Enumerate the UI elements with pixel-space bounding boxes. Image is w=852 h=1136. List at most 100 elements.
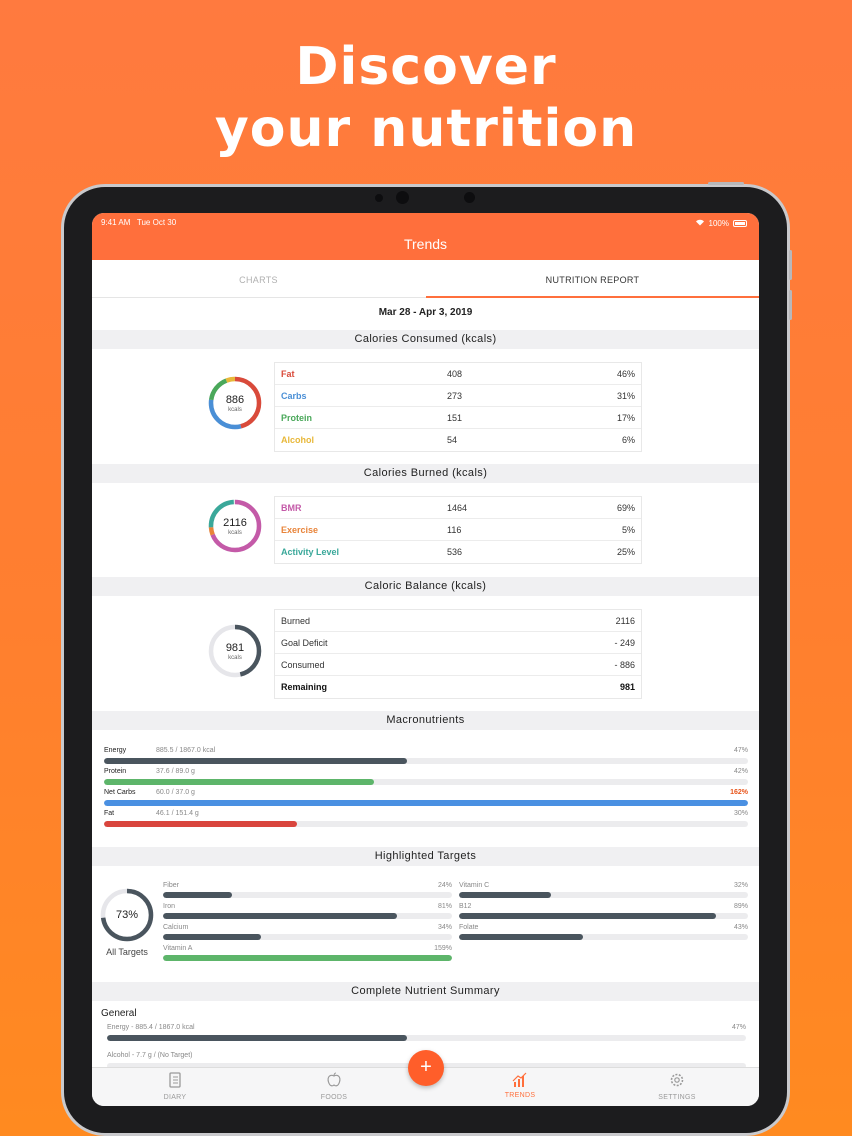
battery-icon	[733, 219, 747, 227]
macro-amount: 37.6 / 89.0 g	[156, 768, 195, 775]
macro-percent: 47%	[733, 747, 748, 754]
target-fill	[459, 892, 552, 898]
target-percent: 43%	[733, 924, 748, 931]
gear-icon	[617, 1072, 737, 1090]
balance-table: Burned 2116 Goal Deficit - 249 Consumed …	[274, 609, 642, 699]
row-label: Burned	[281, 616, 311, 626]
table-row: BMR 1464 69%	[275, 497, 641, 519]
row-kcal: 273	[447, 391, 463, 401]
target-percent: 159%	[434, 945, 452, 952]
ring-segment	[208, 376, 262, 430]
table-row: Remaining 981	[275, 676, 641, 698]
tab-label: DIARY	[163, 1094, 187, 1101]
target-label: Folate	[459, 924, 479, 931]
tab-label: TRENDS	[504, 1092, 536, 1099]
add-button[interactable]: +	[408, 1050, 444, 1086]
table-row: Exercise 116 5%	[275, 519, 641, 541]
row-kcal: 536	[447, 547, 463, 557]
target-track	[459, 913, 748, 919]
target-iron: Iron 81%	[163, 903, 452, 923]
targets-ring-chart	[100, 888, 154, 942]
target-fill	[459, 934, 584, 940]
balance-ring-chart	[208, 624, 262, 678]
row-kcal: 151	[447, 413, 463, 423]
tab-foods[interactable]: FOODS	[274, 1068, 394, 1106]
tab-charts[interactable]: CHARTS	[239, 275, 278, 285]
target-track	[163, 892, 452, 898]
row-kcal: 408	[447, 369, 463, 379]
target-label: Fiber	[163, 882, 179, 889]
promo-headline: Discover your nutrition	[0, 36, 852, 160]
burned-ring: 2116 kcals	[205, 496, 265, 556]
tab-diary[interactable]: DIARY	[115, 1068, 235, 1106]
ring-segment	[208, 376, 262, 430]
balance-unit: kcals	[228, 655, 242, 661]
tab-label: SETTINGS	[658, 1094, 696, 1101]
battery-percent: 100%	[708, 218, 729, 228]
table-row: Alcohol 54 6%	[275, 429, 641, 451]
section-header-macros: Macronutrients	[92, 711, 759, 730]
row-percent: 17%	[616, 413, 635, 423]
tab-settings[interactable]: SETTINGS	[617, 1068, 737, 1106]
tab-trends[interactable]: TRENDS	[460, 1068, 580, 1106]
target-folate: Folate 43%	[459, 924, 748, 944]
macro-fill	[104, 800, 748, 806]
section-header-balance: Caloric Balance (kcals)	[92, 577, 759, 596]
macro-percent: 42%	[733, 768, 748, 775]
summary-percent: 47%	[731, 1024, 746, 1031]
consumed-ring: 886 kcals	[205, 373, 265, 433]
target-percent: 34%	[437, 924, 452, 931]
target-fill	[163, 892, 233, 898]
ring-segment	[208, 624, 262, 678]
macro-label: Fat	[104, 810, 115, 817]
row-value: 981	[619, 682, 635, 692]
target-vitamin-c: Vitamin C 32%	[459, 882, 748, 902]
table-row: Activity Level 536 25%	[275, 541, 641, 563]
row-percent: 5%	[621, 525, 635, 535]
status-time: 9:41 AM	[101, 218, 131, 227]
consumed-table: Fat 408 46% Carbs 273 31% Protein 151 17…	[274, 362, 642, 452]
burned-table: BMR 1464 69% Exercise 116 5% Activity Le…	[274, 496, 642, 564]
balance-ring: 981 kcals	[205, 621, 265, 681]
section-header-summary: Complete Nutrient Summary	[92, 982, 759, 1001]
summary-group-title: General	[101, 1008, 137, 1019]
targets-overall: 73%	[115, 909, 139, 921]
macro-percent: 162%	[730, 789, 748, 796]
section-header-burned: Calories Burned (kcals)	[92, 464, 759, 483]
target-fill	[163, 934, 262, 940]
macro-percent: 30%	[733, 810, 748, 817]
table-row: Fat 408 46%	[275, 363, 641, 385]
targets-ring: 73%	[97, 885, 157, 945]
burned-ring-chart	[208, 499, 262, 553]
macro-protein: Protein 37.6 / 89.0 g 42%	[104, 768, 748, 788]
macro-fill	[104, 779, 375, 785]
target-calcium: Calcium 34%	[163, 924, 452, 944]
target-track	[459, 934, 748, 940]
row-label: BMR	[281, 503, 302, 513]
target-label: Calcium	[163, 924, 189, 931]
macro-track	[104, 821, 748, 827]
apple-icon	[274, 1072, 394, 1090]
tab-nutrition-report[interactable]: NUTRITION REPORT	[426, 260, 759, 298]
row-percent: 69%	[616, 503, 635, 513]
row-percent: 25%	[616, 547, 635, 557]
macro-fat: Fat 46.1 / 151.4 g 30%	[104, 810, 748, 830]
ring-segment	[208, 499, 262, 553]
macro-track	[104, 800, 748, 806]
row-label: Exercise	[281, 525, 319, 535]
target-track	[163, 913, 452, 919]
macro-track	[104, 779, 748, 785]
row-value: - 249	[614, 638, 635, 648]
table-row: Protein 151 17%	[275, 407, 641, 429]
wifi-icon	[695, 218, 705, 228]
ring-segment	[100, 888, 154, 942]
target-track	[459, 892, 748, 898]
macro-amount: 46.1 / 151.4 g	[156, 810, 199, 817]
table-row: Goal Deficit - 249	[275, 632, 641, 654]
target-percent: 81%	[437, 903, 452, 910]
table-row: Burned 2116	[275, 610, 641, 632]
macro-label: Energy	[104, 747, 127, 754]
target-track	[163, 955, 452, 961]
target-track	[163, 934, 452, 940]
sensor-icon	[375, 194, 383, 202]
